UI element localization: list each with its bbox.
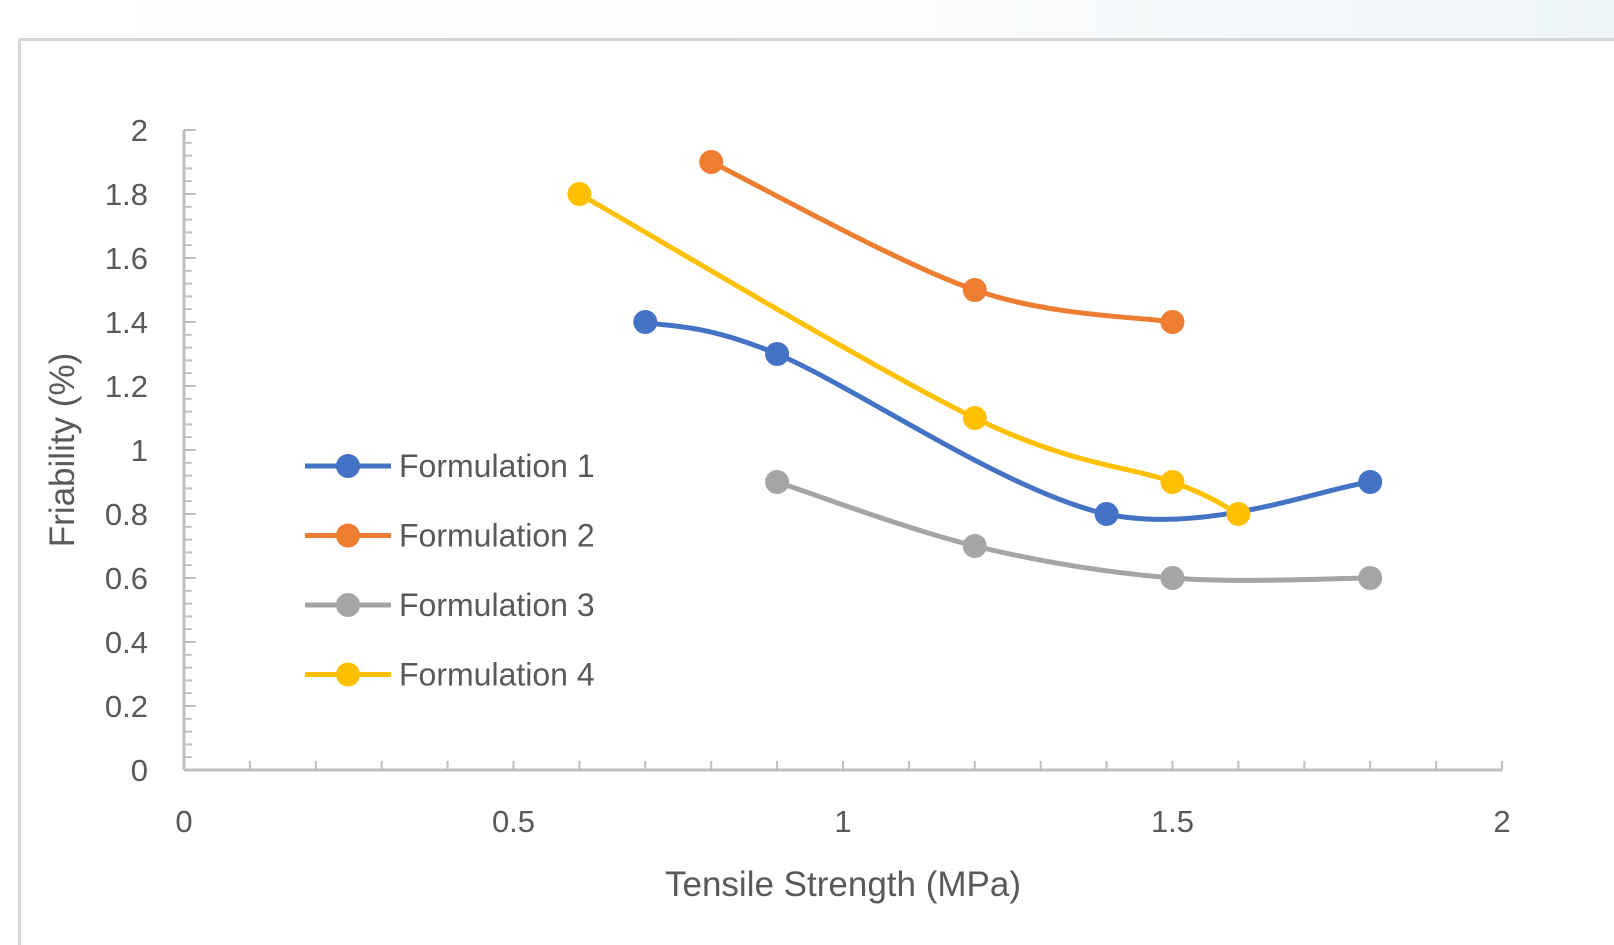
x-tick-label: 1 xyxy=(834,804,851,839)
legend-marker xyxy=(336,454,360,478)
y-tick-label: 0.6 xyxy=(105,561,148,596)
x-tick-label: 0 xyxy=(175,804,192,839)
legend-item-1: Formulation 1 xyxy=(305,448,595,484)
series-4 xyxy=(567,182,1251,526)
series-2 xyxy=(699,150,1185,334)
legend-label: Formulation 1 xyxy=(399,448,595,484)
y-tick-label: 0.4 xyxy=(105,625,148,660)
legend-label: Formulation 4 xyxy=(399,657,595,693)
data-point xyxy=(1226,502,1251,526)
data-point xyxy=(1160,310,1185,334)
y-tick-label: 2 xyxy=(131,113,148,148)
series-3 xyxy=(765,470,1383,590)
x-tick-label: 0.5 xyxy=(492,804,535,839)
series-line xyxy=(642,319,1373,522)
x-axis-title: Tensile Strength (MPa) xyxy=(665,865,1021,904)
legend-item-3: Formulation 3 xyxy=(305,587,595,623)
y-tick-label: 0 xyxy=(131,753,148,788)
data-point xyxy=(699,150,724,174)
series-1 xyxy=(633,310,1383,526)
data-point xyxy=(765,342,790,366)
legend-label: Formulation 3 xyxy=(399,587,595,623)
data-point xyxy=(962,534,987,558)
data-point xyxy=(1160,470,1185,494)
axes: 0 0.2 0.4 0.6 0.8 1 1.2 1.4 1.6 1.8 2 0 0.5 1 1.5 2 xyxy=(105,113,1511,839)
chart-area xyxy=(18,38,1614,945)
y-tick-label: 1 xyxy=(131,433,148,468)
series-line xyxy=(708,159,1175,325)
data-point xyxy=(1160,566,1185,590)
y-tick-label: 0.2 xyxy=(105,689,148,724)
y-tick-label: 1.6 xyxy=(105,241,148,276)
series-line xyxy=(774,479,1373,583)
legend-label: Formulation 2 xyxy=(399,518,595,554)
x-tick-label: 1.5 xyxy=(1151,804,1194,839)
data-point xyxy=(1094,502,1119,526)
y-tick-label: 1.8 xyxy=(105,177,148,212)
legend: Formulation 1 Formulation 2 Formulation 3 F… xyxy=(305,448,595,693)
legend-marker xyxy=(336,593,360,617)
legend-item-4: Formulation 4 xyxy=(305,657,595,693)
data-point xyxy=(962,278,987,302)
series-line xyxy=(576,191,1241,517)
data-point xyxy=(765,470,790,494)
x-tick-label: 2 xyxy=(1493,804,1510,839)
legend-marker xyxy=(336,523,360,548)
data-point xyxy=(962,406,987,430)
legend-marker xyxy=(336,662,360,687)
data-point xyxy=(567,182,592,206)
data-point xyxy=(1358,470,1383,494)
y-axis-title: Friability (%) xyxy=(43,353,82,547)
y-tick-label: 1.2 xyxy=(105,369,148,404)
plot-series xyxy=(567,150,1383,590)
y-tick-label: 0.8 xyxy=(105,497,148,532)
y-tick-label: 1.4 xyxy=(105,305,148,340)
data-point xyxy=(633,310,658,334)
data-point xyxy=(1358,566,1383,590)
legend-item-2: Formulation 2 xyxy=(305,518,595,554)
